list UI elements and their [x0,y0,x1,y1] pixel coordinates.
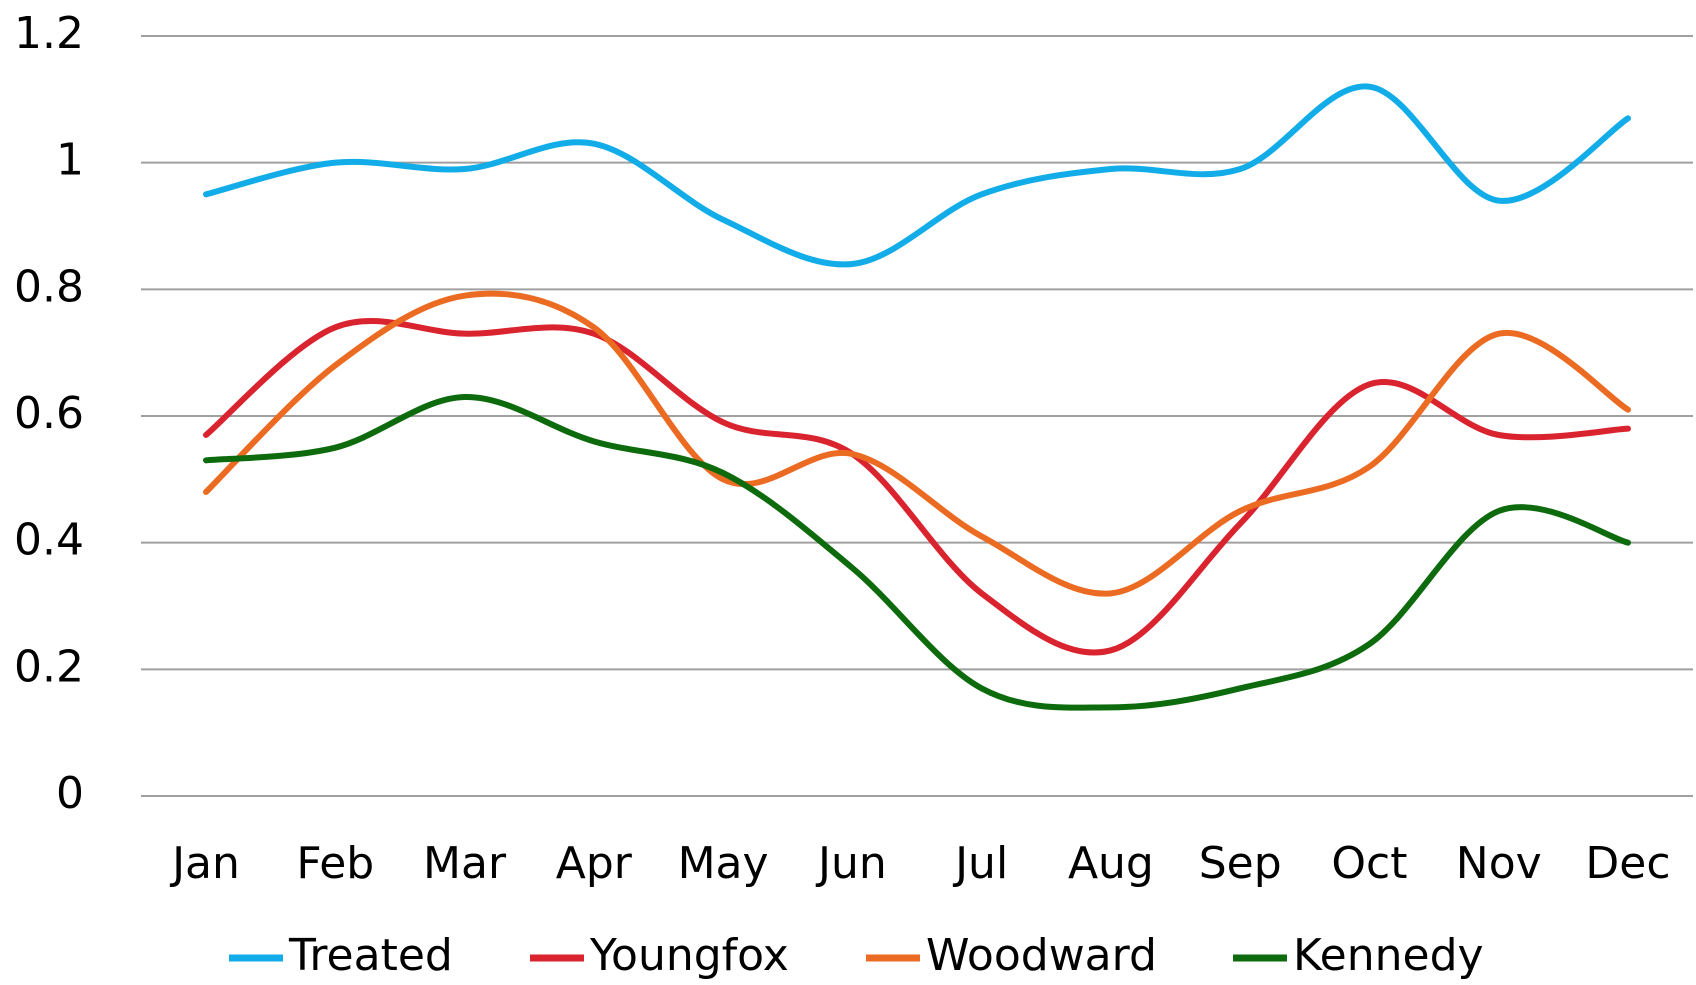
y-tick-label: 1.2 [14,8,84,59]
x-tick-label: Mar [423,838,507,889]
x-tick-label: Jan [169,838,240,889]
x-tick-label: Dec [1585,838,1670,889]
x-tick-label: May [678,838,769,889]
y-tick-label: 1 [56,135,84,186]
y-tick-label: 0.4 [14,515,84,566]
x-tick-label: Sep [1199,838,1282,889]
y-tick-label: 0 [56,768,84,819]
x-tick-label: Apr [556,838,633,889]
legend-label: Treated [288,930,453,981]
x-tick-label: Jul [952,838,1008,889]
y-tick-label: 0.8 [14,261,84,312]
y-tick-label: 0.2 [14,641,84,692]
series-line [203,393,1631,711]
x-tick-label: Jun [815,838,887,889]
legend-label: Kennedy [1293,930,1484,981]
x-tick-label: Oct [1331,838,1407,889]
legend-label: Youngfox [589,930,789,981]
x-tick-label: Aug [1068,838,1154,889]
series-line [203,290,1631,597]
x-tick-label: Nov [1456,838,1542,889]
series-line [203,318,1631,656]
x-tick-label: Feb [296,838,374,889]
y-tick-label: 0.6 [14,388,84,439]
series-line [203,83,1631,268]
legend-label: Woodward [926,930,1157,981]
